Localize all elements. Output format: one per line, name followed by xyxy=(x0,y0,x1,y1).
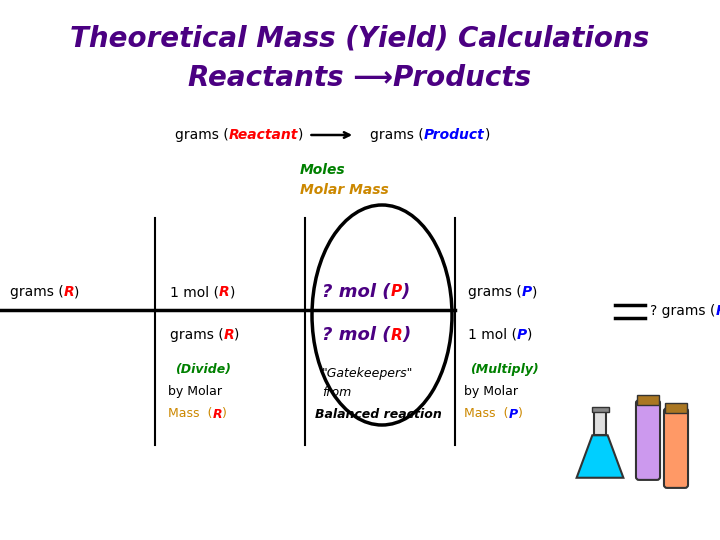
Bar xyxy=(637,395,659,405)
Text: Reactants ⟶Products: Reactants ⟶Products xyxy=(189,64,531,92)
Text: (Divide): (Divide) xyxy=(175,363,231,376)
FancyBboxPatch shape xyxy=(664,408,688,488)
Text: ): ) xyxy=(527,328,533,342)
Text: Moles: Moles xyxy=(300,163,346,177)
Text: R: R xyxy=(64,285,74,299)
Text: P: P xyxy=(522,285,532,299)
Text: ? mol (: ? mol ( xyxy=(322,326,390,344)
Text: ): ) xyxy=(235,328,240,342)
Text: Reactant: Reactant xyxy=(229,128,298,142)
FancyBboxPatch shape xyxy=(636,400,660,480)
Text: R: R xyxy=(224,328,235,342)
Text: ): ) xyxy=(485,128,490,142)
Text: Theoretical Mass (Yield) Calculations: Theoretical Mass (Yield) Calculations xyxy=(71,24,649,52)
Text: Product: Product xyxy=(424,128,485,142)
Text: 1 mol (: 1 mol ( xyxy=(468,328,517,342)
Text: grams (: grams ( xyxy=(175,128,229,142)
Text: P: P xyxy=(716,304,720,318)
Text: R: R xyxy=(219,285,230,299)
Text: P: P xyxy=(390,285,402,300)
Text: ? mol (: ? mol ( xyxy=(322,283,390,301)
Text: grams (: grams ( xyxy=(370,128,424,142)
Text: ): ) xyxy=(518,408,523,421)
Text: from: from xyxy=(322,387,351,400)
Text: by Molar: by Molar xyxy=(464,386,518,399)
Text: ): ) xyxy=(230,285,235,299)
Bar xyxy=(592,407,608,413)
Text: grams (: grams ( xyxy=(170,328,224,342)
Text: Mass  (: Mass ( xyxy=(168,408,212,421)
Text: P: P xyxy=(508,408,518,421)
Text: P: P xyxy=(517,328,527,342)
Text: (Multiply): (Multiply) xyxy=(470,363,539,376)
Text: 1 mol (: 1 mol ( xyxy=(170,285,219,299)
Text: ): ) xyxy=(74,285,80,299)
Text: Balanced reaction: Balanced reaction xyxy=(315,408,442,421)
Text: ? grams (: ? grams ( xyxy=(650,304,716,318)
Text: ): ) xyxy=(532,285,537,299)
Text: ): ) xyxy=(402,326,410,344)
Text: "Gatekeepers": "Gatekeepers" xyxy=(322,367,413,380)
Polygon shape xyxy=(577,435,624,478)
Text: R: R xyxy=(390,327,402,342)
Text: by Molar: by Molar xyxy=(168,386,222,399)
Text: grams (: grams ( xyxy=(10,285,64,299)
Text: Molar Mass: Molar Mass xyxy=(300,183,389,197)
Text: R: R xyxy=(212,408,222,421)
Text: ): ) xyxy=(222,408,227,421)
Text: Mass  (: Mass ( xyxy=(464,408,508,421)
Text: grams (: grams ( xyxy=(468,285,522,299)
Bar xyxy=(665,403,687,413)
Text: ): ) xyxy=(402,283,410,301)
Bar xyxy=(594,411,606,435)
Text: ): ) xyxy=(298,128,304,142)
